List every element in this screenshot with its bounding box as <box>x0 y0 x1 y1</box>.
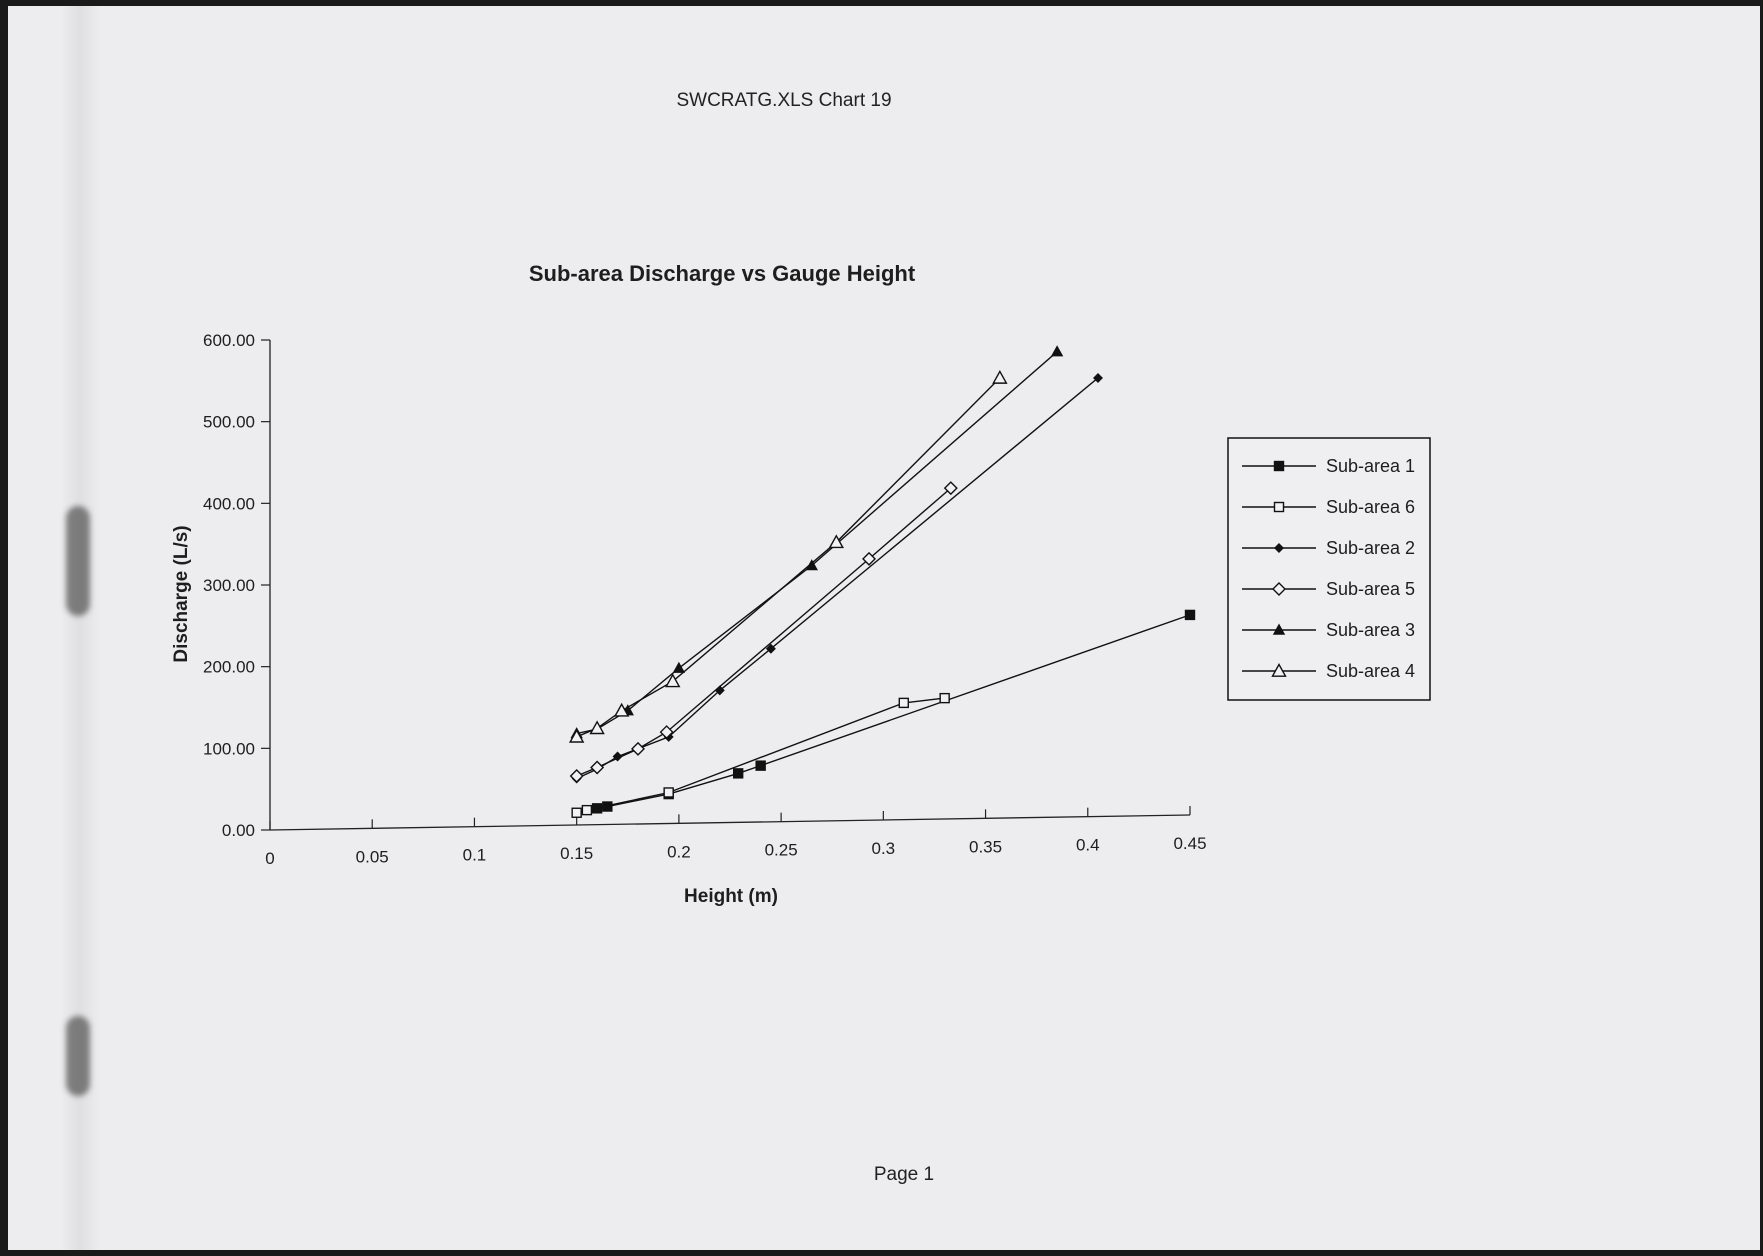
x-tick-label: 0.35 <box>969 837 1002 856</box>
data-point <box>1050 345 1064 357</box>
legend-entry: Sub-area 1 <box>1242 456 1415 476</box>
legend-marker <box>1274 543 1284 553</box>
series-4 <box>569 481 958 783</box>
x-axis-label: Height (m) <box>684 886 778 907</box>
legend-entry: Sub-area 6 <box>1242 497 1415 517</box>
data-point <box>939 692 950 704</box>
y-tick-label: 100.00 <box>203 739 255 758</box>
data-point <box>672 661 686 673</box>
data-point <box>663 787 674 798</box>
y-tick-label: 500.00 <box>203 413 255 432</box>
legend-box <box>1227 437 1431 701</box>
legend-entry: Sub-area 3 <box>1242 620 1415 640</box>
scan-blob-lower <box>66 1016 90 1096</box>
series-5 <box>570 345 1064 739</box>
data-point <box>862 551 877 566</box>
x-tick-label: 0 <box>265 849 274 868</box>
x-axis-line <box>269 814 1191 831</box>
data-point <box>589 720 605 735</box>
scan-blob-upper <box>66 506 90 616</box>
legend-label: Sub-area 1 <box>1326 456 1415 476</box>
legend-marker <box>1273 501 1285 513</box>
y-axis-label: Discharge (L/s) <box>171 525 192 662</box>
x-tick-label: 0.25 <box>765 841 798 860</box>
series-3 <box>571 372 1103 784</box>
data-point <box>568 728 585 743</box>
page-header: SWCRATG.XLS Chart 19 <box>676 90 892 111</box>
page-footer: Page 1 <box>873 1164 935 1185</box>
legend-label: Sub-area 5 <box>1326 579 1415 599</box>
legend-entry: Sub-area 2 <box>1242 538 1415 558</box>
legend-marker <box>1271 663 1287 677</box>
data-point <box>898 697 909 709</box>
data-point <box>755 760 766 771</box>
series-line <box>596 614 1191 809</box>
data-point <box>992 369 1008 384</box>
x-tick-label: 0.1 <box>463 846 487 865</box>
legend-label: Sub-area 4 <box>1326 661 1415 681</box>
data-point <box>1184 609 1196 621</box>
chart: Sub-area Discharge vs Gauge Height 0.00 1… <box>171 261 1431 907</box>
series-2 <box>571 692 950 818</box>
data-point <box>581 804 593 816</box>
series-group <box>568 345 1196 818</box>
series-line <box>576 377 1099 780</box>
y-tick-label: 300.00 <box>203 576 255 595</box>
data-point <box>659 725 674 740</box>
x-tick-label: 0.4 <box>1076 836 1100 855</box>
data-point <box>613 702 630 717</box>
legend-marker <box>1273 460 1285 472</box>
y-tick-label: 0.00 <box>222 821 255 840</box>
y-tick-label: 400.00 <box>203 494 255 513</box>
x-tick-label: 0.3 <box>872 839 896 858</box>
legend: Sub-area 1 Sub-area 6 Sub-area 2 Sub-area 5… <box>1227 437 1431 701</box>
data-point <box>665 673 681 688</box>
legend-marker <box>1272 582 1286 596</box>
data-point <box>569 769 584 783</box>
chart-title: Sub-area Discharge vs Gauge Height <box>529 261 916 286</box>
series-line <box>576 487 952 777</box>
data-point <box>571 807 582 818</box>
legend-entry: Sub-area 4 <box>1242 661 1415 681</box>
series-6 <box>568 369 1008 743</box>
data-point <box>732 768 744 779</box>
axes: 0.00 100.00 200.00 300.00 400.00 500.00 600.00… <box>203 331 1207 868</box>
data-point <box>1093 372 1103 383</box>
y-tick-label: 200.00 <box>203 658 255 677</box>
x-tick-label: 0.45 <box>1173 834 1206 853</box>
series-line <box>576 377 1001 738</box>
data-point <box>765 643 776 654</box>
legend-label: Sub-area 2 <box>1326 538 1415 558</box>
scanned-page: SWCRATG.XLS Chart 19 Sub-area Discharge … <box>8 6 1760 1250</box>
data-point <box>943 481 958 496</box>
legend-label: Sub-area 3 <box>1326 620 1415 640</box>
legend-marker <box>1272 623 1286 635</box>
data-point <box>590 760 605 775</box>
data-point <box>828 534 845 549</box>
x-tick-label: 0.05 <box>356 847 389 866</box>
series-line <box>576 351 1058 735</box>
data-point <box>631 741 645 756</box>
legend-entry: Sub-area 5 <box>1242 579 1415 599</box>
x-tick-label: 0.15 <box>560 844 593 863</box>
series-1 <box>591 609 1196 814</box>
legend-label: Sub-area 6 <box>1326 497 1415 517</box>
x-tick-label: 0.2 <box>667 842 691 861</box>
y-tick-label: 600.00 <box>203 331 255 350</box>
